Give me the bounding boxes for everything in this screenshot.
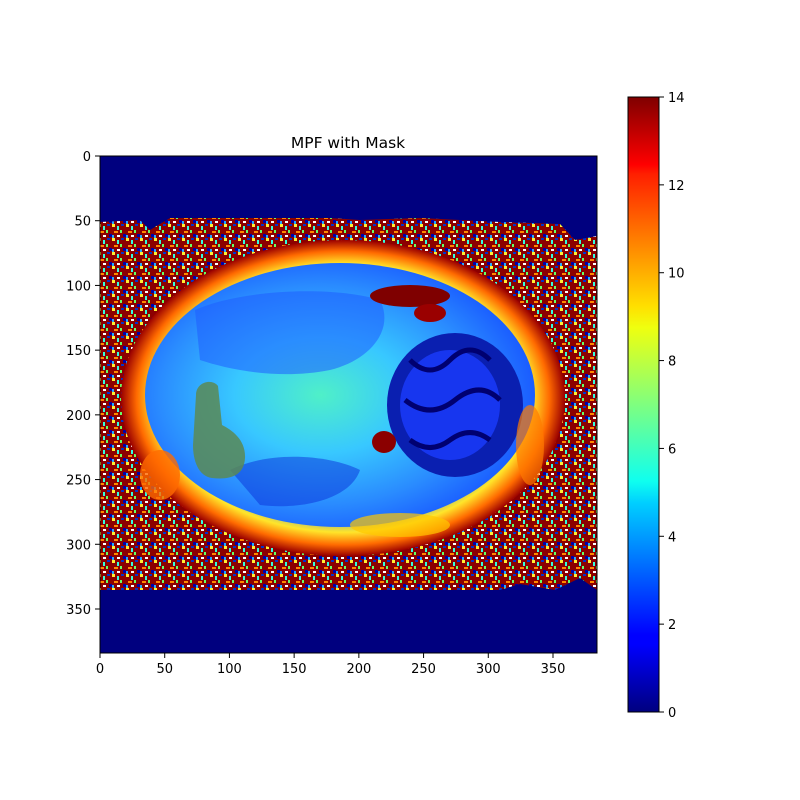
colorbar [627,96,660,713]
warm-bottom [350,513,450,537]
hotspot-center [372,431,396,453]
y-tick-label: 350 [66,603,91,618]
heatmap-image [100,156,597,653]
y-tick-label: 50 [74,215,91,230]
hotspot-top [370,285,450,307]
chart-title: MPF with Mask [291,134,405,152]
y-tick-label: 300 [66,538,91,553]
warm-right [516,405,544,485]
plot-frame [99,155,598,654]
x-tick-label: 350 [541,662,566,677]
colorbar-tick-label: 0 [668,706,676,721]
colorbar-tick-label: 14 [668,91,685,106]
colorbar-tick-label: 4 [668,530,676,545]
y-tick-label: 100 [66,279,91,294]
hotspot-top-2 [414,304,446,322]
x-tick-label: 150 [282,662,307,677]
colorbar-tick-label: 8 [668,355,676,370]
x-tick-label: 250 [411,662,436,677]
warm-left [140,450,180,500]
colorbar-tick-label: 12 [668,179,685,194]
x-tick-label: 200 [346,662,371,677]
y-tick-label: 200 [66,409,91,424]
y-tick-label: 250 [66,474,91,489]
y-axis: 0 50 100 150 200 250 300 350 [66,150,100,618]
colorbar-axis: 0 2 4 6 8 10 12 14 [659,91,685,721]
x-axis: 0 50 100 150 200 250 300 350 [96,653,566,677]
colorbar-tick-label: 2 [668,618,676,633]
x-tick-label: 50 [156,662,173,677]
x-tick-label: 100 [217,662,242,677]
bottom-band [100,590,597,653]
x-tick-label: 300 [476,662,501,677]
dark-region-lower [230,456,360,507]
y-tick-label: 0 [83,150,91,165]
mask-overlay [193,381,246,479]
colorbar-tick-label: 10 [668,267,685,282]
top-band [100,156,597,218]
dark-region-left [195,291,385,375]
y-tick-label: 150 [66,344,91,359]
stomach-folds [403,347,502,450]
x-tick-label: 0 [96,662,104,677]
colorbar-tick-label: 6 [668,442,676,457]
